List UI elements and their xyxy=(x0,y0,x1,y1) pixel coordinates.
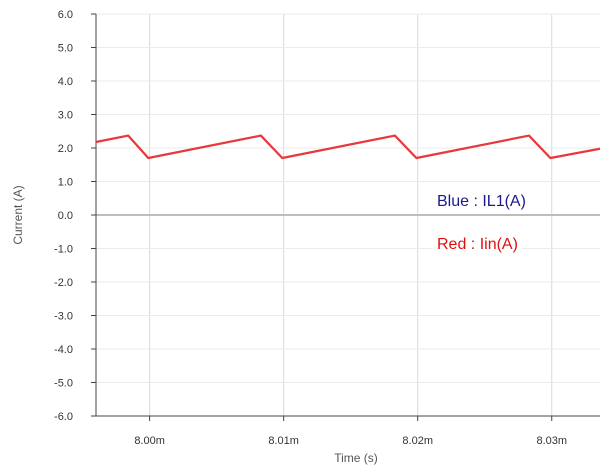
y-axis-title: Current (A) xyxy=(11,185,25,244)
y-tick-label-6: 0.0 xyxy=(58,210,73,222)
x-tick-label-3: 8.03m xyxy=(536,435,567,447)
x-axis-title: Time (s) xyxy=(334,451,378,465)
y-tick-label-3: 3.0 xyxy=(58,110,73,122)
y-tick-label-0: 6.0 xyxy=(58,9,73,21)
y-tick-labels: 6.0 5.0 4.0 3.0 2.0 1.0 0.0 -1.0 -2.0 -3.0 -4.0 -5.… xyxy=(54,9,96,423)
x-tick-label-2: 8.02m xyxy=(402,435,433,447)
y-tick-label-12: -6.0 xyxy=(54,411,73,423)
y-tick-label-4: 2.0 xyxy=(58,143,73,155)
y-tick-label-2: 4.0 xyxy=(58,76,73,88)
x-tick-label-0: 8.00m xyxy=(134,435,165,447)
series xyxy=(95,134,600,160)
x-tick-labels: 8.00m 8.01m 8.02m 8.03m xyxy=(134,416,567,447)
y-tick-label-7: -1.0 xyxy=(54,244,73,256)
y-tick-label-10: -4.0 xyxy=(54,344,73,356)
y-tick-label-9: -3.0 xyxy=(54,311,73,323)
y-tick-label-1: 5.0 xyxy=(58,43,73,55)
annotation-red-series: Red : Iin(A) xyxy=(433,234,522,256)
series-line-0 xyxy=(95,134,600,160)
y-tick-label-5: 1.0 xyxy=(58,177,73,189)
grid xyxy=(96,13,600,417)
x-tick-label-1: 8.01m xyxy=(268,435,299,447)
annotation-blue-series: Blue : IL1(A) xyxy=(433,191,530,213)
y-tick-label-8: -2.0 xyxy=(54,277,73,289)
y-tick-label-11: -5.0 xyxy=(54,378,73,390)
